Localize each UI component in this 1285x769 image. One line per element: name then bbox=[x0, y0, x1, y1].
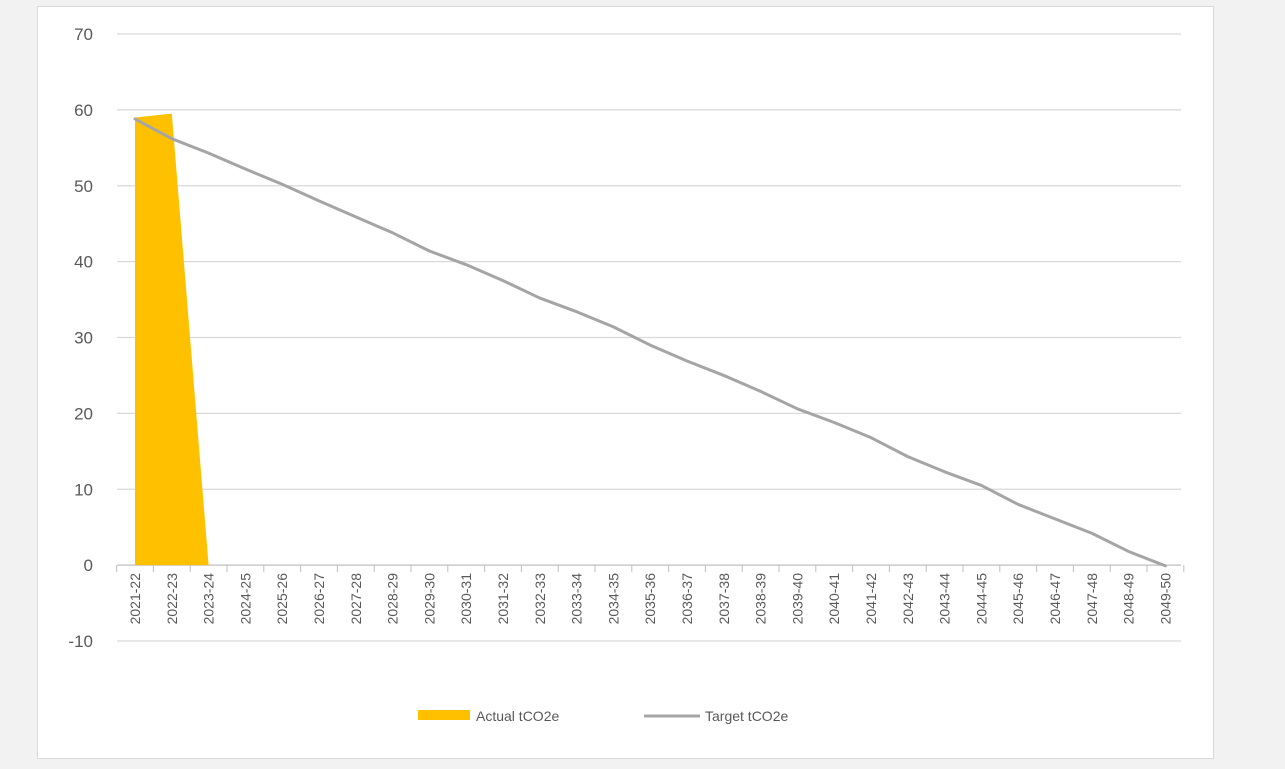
y-tick-label: 10 bbox=[74, 480, 93, 499]
y-tick-label: 60 bbox=[74, 101, 93, 120]
x-tick-label: 2028-29 bbox=[385, 573, 401, 625]
x-tick-label: 2040-41 bbox=[826, 573, 842, 625]
x-tick-label: 2027-28 bbox=[348, 573, 364, 625]
y-tick-label: 20 bbox=[74, 404, 93, 423]
x-tick-label: 2049-50 bbox=[1157, 573, 1173, 625]
y-axis-ticks: -10 0 10 20 30 40 50 60 70 bbox=[68, 25, 93, 651]
actual-area bbox=[135, 113, 209, 566]
x-tick-label: 2041-42 bbox=[863, 573, 879, 625]
x-tick-label: 2021-22 bbox=[127, 573, 143, 625]
target-line-series bbox=[133, 117, 1167, 568]
x-tick-label: 2034-35 bbox=[605, 573, 621, 625]
y-tick-label: 40 bbox=[74, 253, 93, 272]
y-tick-label: -10 bbox=[68, 632, 93, 651]
gridlines bbox=[117, 33, 1181, 642]
x-tick-label: 2037-38 bbox=[716, 573, 732, 625]
x-tick-label: 2038-39 bbox=[753, 573, 769, 625]
legend-label-target: Target tCO2e bbox=[705, 708, 788, 724]
x-tick-label: 2030-31 bbox=[458, 573, 474, 625]
y-tick-label: 30 bbox=[74, 329, 93, 348]
x-tick-label: 2046-47 bbox=[1047, 573, 1063, 625]
actual-area-series bbox=[135, 113, 209, 566]
x-tick-label: 2029-30 bbox=[421, 573, 437, 625]
x-tick-label: 2025-26 bbox=[274, 573, 290, 625]
x-tick-label: 2022-23 bbox=[164, 573, 180, 625]
y-tick-label: 50 bbox=[74, 177, 93, 196]
legend: Actual tCO2e Target tCO2e bbox=[418, 708, 788, 724]
x-tick-label: 2035-36 bbox=[642, 573, 658, 625]
x-tick-label: 2023-24 bbox=[201, 573, 217, 625]
x-tick-label: 2026-27 bbox=[311, 573, 327, 625]
y-tick-label: 70 bbox=[74, 25, 93, 44]
x-tick-label: 2039-40 bbox=[789, 573, 805, 625]
x-tick-label: 2045-46 bbox=[1010, 573, 1026, 625]
x-tick-label: 2031-32 bbox=[495, 573, 511, 625]
x-tick-label: 2048-49 bbox=[1121, 573, 1137, 625]
x-tick-label: 2032-33 bbox=[532, 573, 548, 625]
x-tick-label: 2024-25 bbox=[237, 573, 253, 625]
x-tick-label: 2036-37 bbox=[679, 573, 695, 625]
x-tick-label: 2033-34 bbox=[569, 573, 585, 625]
x-tick-label: 2047-48 bbox=[1084, 573, 1100, 625]
y-tick-label: 0 bbox=[84, 556, 93, 575]
x-axis-ticks: 2021-22 2022-23 2023-24 2024-25 2025-26 2026-… bbox=[127, 573, 1173, 625]
x-tick-label: 2043-44 bbox=[937, 573, 953, 625]
legend-label-actual: Actual tCO2e bbox=[476, 708, 559, 724]
legend-swatch-actual bbox=[418, 710, 470, 720]
x-tick-label: 2044-45 bbox=[973, 573, 989, 625]
chart-frame bbox=[37, 6, 1214, 759]
x-tick-label: 2042-43 bbox=[900, 573, 916, 625]
x-axis bbox=[116, 565, 1185, 573]
